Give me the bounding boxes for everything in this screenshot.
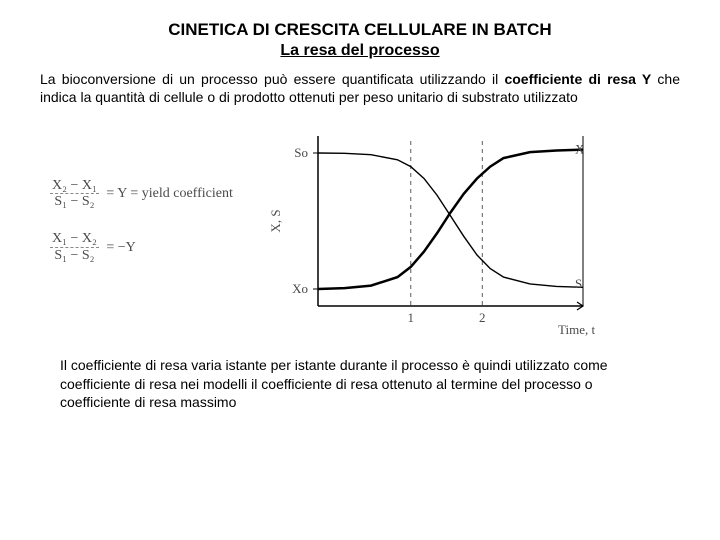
eq2-denominator: S₁ − S₂: [50, 247, 99, 263]
svg-text:1: 1: [407, 310, 414, 325]
eq1-denominator: S₁ − S₂: [50, 193, 99, 209]
intro-pre: La bioconversione di un processo può ess…: [40, 71, 504, 87]
equations-block: X₂ − X₁ S₁ − S₂ = Y = yield coefficient …: [50, 178, 233, 286]
svg-text:Xo: Xo: [292, 281, 308, 296]
eq1-rhs: = Y = yield coefficient: [106, 186, 232, 201]
equation-2: X₁ − X₂ S₁ − S₂ = −Y: [50, 231, 233, 263]
eq1-numerator: X₂ − X₁: [50, 178, 99, 193]
page-title: CINETICA DI CRESCITA CELLULARE IN BATCH: [40, 20, 680, 40]
page-subtitle: La resa del processo: [40, 42, 680, 60]
intro-bold: coefficiente di resa Y: [504, 71, 651, 87]
eq2-rhs: = −Y: [106, 240, 135, 255]
svg-text:S: S: [575, 276, 582, 291]
equation-1: X₂ − X₁ S₁ − S₂ = Y = yield coefficient: [50, 178, 233, 210]
svg-text:X, S: X, S: [268, 210, 283, 233]
figure-row: X₂ − X₁ S₁ − S₂ = Y = yield coefficient …: [40, 121, 680, 341]
intro-paragraph: La bioconversione di un processo può ess…: [40, 70, 680, 106]
svg-text:Time, t: Time, t: [558, 322, 595, 337]
svg-text:X: X: [575, 142, 585, 157]
conclusion-paragraph: Il coefficiente di resa varia istante pe…: [40, 356, 680, 411]
eq2-numerator: X₁ − X₂: [50, 231, 99, 246]
svg-text:So: So: [294, 145, 308, 160]
growth-chart: X, S Time, t Xo So 1 2 X S: [263, 121, 603, 341]
svg-text:2: 2: [479, 310, 486, 325]
